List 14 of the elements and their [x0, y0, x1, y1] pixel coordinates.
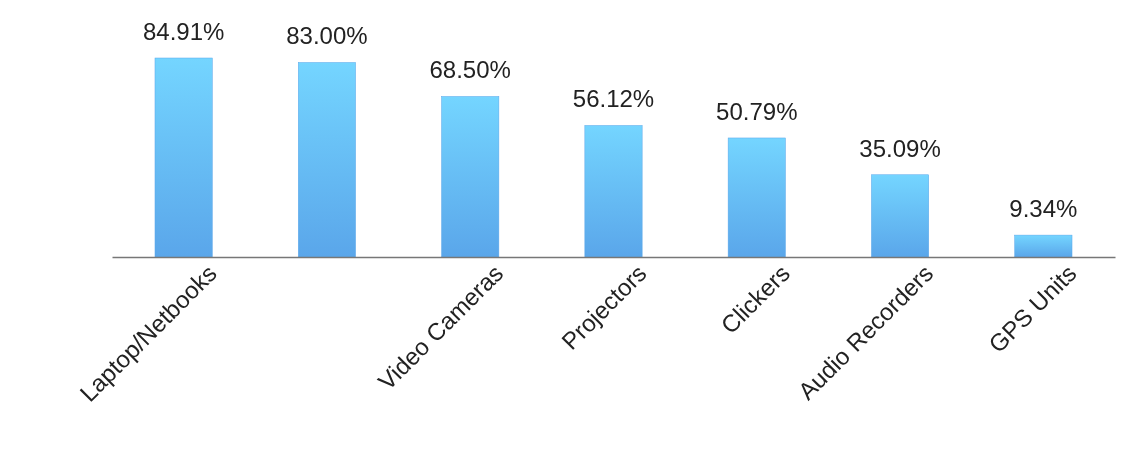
data-label: 50.79% [716, 97, 798, 125]
data-label: 35.09% [859, 134, 941, 162]
data-label: 84.91% [142, 18, 225, 45]
bar [871, 174, 929, 258]
data-label: 68.50% [429, 56, 511, 84]
data-label: 56.12% [572, 85, 655, 113]
bar [727, 137, 786, 258]
data-label: 83.00% [286, 22, 368, 50]
data-label: 9.34% [1009, 195, 1078, 223]
bar [154, 57, 213, 258]
bar [298, 62, 356, 258]
bar [1014, 234, 1073, 258]
bar [441, 96, 500, 258]
bar [584, 125, 643, 258]
